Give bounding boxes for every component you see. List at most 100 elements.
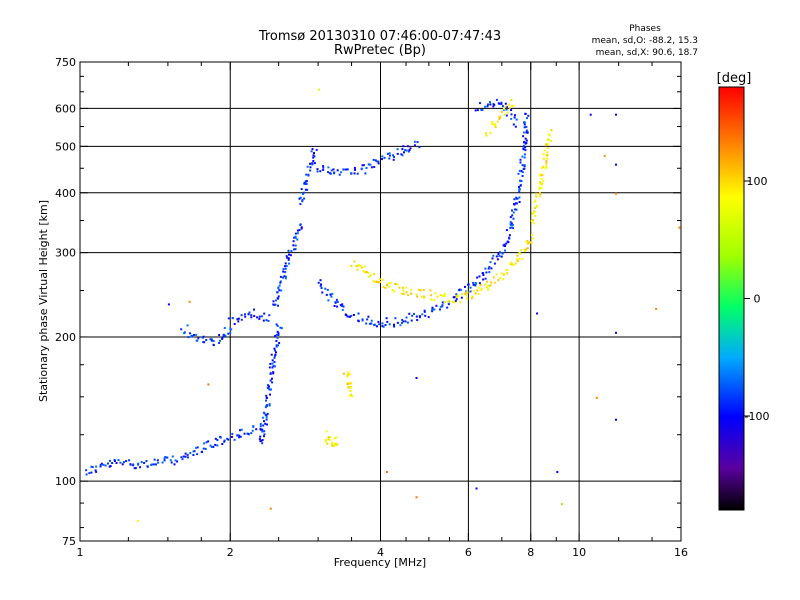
data-point [276,324,279,327]
data-point [237,317,240,320]
data-point [542,179,545,182]
data-point [509,220,512,223]
data-point [513,198,516,201]
data-point [279,281,282,284]
data-point [406,145,409,148]
data-point [273,355,276,357]
data-point [388,152,391,155]
data-point [373,273,376,275]
data-point [195,333,198,336]
data-point [439,294,442,296]
data-point [474,284,477,287]
data-point [512,211,515,214]
data-point [519,161,522,164]
y-tick-label: 200 [55,331,76,344]
data-point [472,281,475,284]
y-tick-label: 400 [55,187,76,200]
data-point [312,154,315,157]
data-point [485,271,488,274]
data-point [491,121,494,124]
data-point [99,464,102,466]
data-point [157,461,160,464]
data-point [495,255,498,258]
data-point [388,157,391,160]
data-point [304,180,307,183]
data-point [456,294,459,297]
data-point [546,147,549,149]
data-point [524,248,527,251]
data-point [271,377,273,380]
data-point [415,377,418,379]
data-point [348,394,351,397]
data-point [368,275,371,278]
data-point [416,141,419,144]
data-point [223,440,226,443]
data-point [446,306,449,309]
data-point [361,319,364,322]
data-point [310,150,313,153]
data-point [418,316,421,319]
data-point [524,249,527,252]
data-point [447,300,450,303]
data-point [136,519,139,522]
data-point [511,263,513,266]
data-point [156,459,159,462]
data-point [275,323,278,326]
data-point [476,109,479,112]
data-point [408,312,411,315]
data-point [294,232,297,235]
data-point [519,252,522,255]
data-point [169,459,172,462]
data-point [453,296,456,298]
data-point [471,295,474,298]
data-point [509,226,512,229]
data-point [269,393,271,396]
data-point [379,281,381,284]
data-point [233,323,236,325]
data-point [324,440,327,443]
data-point [203,442,206,445]
data-point [279,275,282,278]
data-point [416,319,419,321]
data-point [515,118,518,121]
data-point [202,335,205,338]
data-point [288,253,290,256]
data-point [505,106,508,109]
data-point [603,154,606,157]
data-point [230,328,233,331]
data-point [398,286,401,289]
data-point [678,226,681,229]
data-point [282,268,285,271]
data-point [507,103,510,106]
data-point [282,270,285,273]
data-point [490,281,492,284]
data-point [85,473,88,476]
data-point [409,147,412,150]
data-point [109,465,112,467]
data-point [265,399,267,402]
data-point [510,261,513,264]
data-point [347,381,350,384]
data-point [288,262,290,265]
data-point [218,342,221,344]
data-point [488,271,491,274]
data-point [284,262,287,265]
data-point [300,188,303,190]
data-point [227,332,230,335]
data-point [312,160,315,162]
data-point [492,254,495,257]
data-point [324,287,327,290]
data-point [313,162,316,165]
data-point [303,197,306,200]
data-point [392,158,395,161]
data-point [143,462,146,464]
data-point [382,325,385,328]
data-point [454,299,457,302]
data-point [480,287,483,290]
data-point [350,265,353,267]
data-point [523,164,526,167]
data-point [504,105,507,108]
data-point [511,209,513,212]
data-point [350,386,353,389]
data-point [405,149,408,152]
